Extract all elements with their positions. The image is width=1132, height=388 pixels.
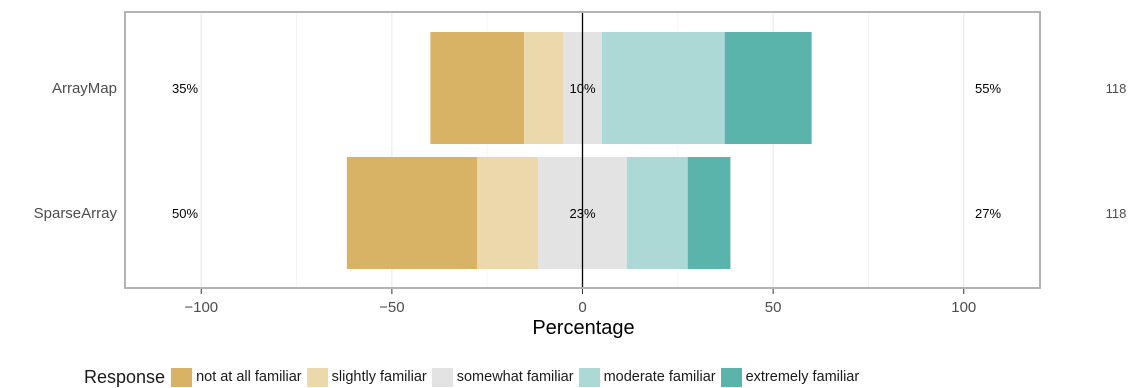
center-percent-label: 23% <box>569 206 595 221</box>
legend-label: slightly familiar <box>331 369 427 385</box>
bar-segment <box>601 32 725 144</box>
x-axis-title: Percentage <box>532 317 634 339</box>
x-tick-label: −50 <box>379 299 404 316</box>
chart-labels: ArrayMap 35% 10% 55% 118 SparseArray 50% 23% 27%… <box>34 80 1127 316</box>
legend-item: somewhat familiar <box>431 367 574 387</box>
x-tick-label: 50 <box>765 299 782 316</box>
bar-segment <box>687 157 731 269</box>
legend-title: Response <box>84 366 166 387</box>
legend-items: not at all familiar slightly familiar some… <box>171 367 864 387</box>
y-tick-label: SparseArray <box>34 205 118 222</box>
bar-segments <box>346 32 812 269</box>
bar-segment <box>346 157 478 269</box>
legend-label: moderate familiar <box>603 369 716 385</box>
y-tick-label: ArrayMap <box>52 80 117 97</box>
legend-swatch <box>578 367 600 387</box>
left-percent-label: 35% <box>172 81 198 96</box>
count-label: 118 <box>1106 206 1127 221</box>
legend-item: extremely familiar <box>720 367 860 387</box>
legend-swatch <box>306 367 328 387</box>
bar-segment <box>626 157 688 269</box>
bar-segment <box>724 32 812 144</box>
right-percent-label: 55% <box>975 81 1001 96</box>
bar-segment <box>524 32 564 144</box>
x-tick-label: 0 <box>578 299 586 316</box>
right-percent-label: 27% <box>975 206 1001 221</box>
bar-segment <box>430 32 525 144</box>
legend-item: moderate familiar <box>578 367 716 387</box>
legend-label: somewhat familiar <box>456 369 574 385</box>
panel-border <box>124 11 1041 289</box>
count-label: 118 <box>1106 81 1127 96</box>
legend-item: slightly familiar <box>306 367 427 387</box>
likert-chart: ArrayMap 35% 10% 55% 118 SparseArray 50% 23% 27%… <box>34 11 1127 339</box>
legend-label: not at all familiar <box>196 369 302 385</box>
center-percent-label: 10% <box>569 81 595 96</box>
x-tick-label: −100 <box>184 299 218 316</box>
legend-item: not at all familiar <box>171 367 302 387</box>
legend-swatch <box>720 367 742 387</box>
legend: Response not at all familiar slightly fam… <box>84 366 864 388</box>
legend-swatch <box>431 367 453 387</box>
x-tick-label: 100 <box>951 299 976 316</box>
legend-label: extremely familiar <box>745 369 860 385</box>
left-percent-label: 50% <box>172 206 198 221</box>
legend-swatch <box>171 367 193 387</box>
bar-segment <box>477 157 539 269</box>
